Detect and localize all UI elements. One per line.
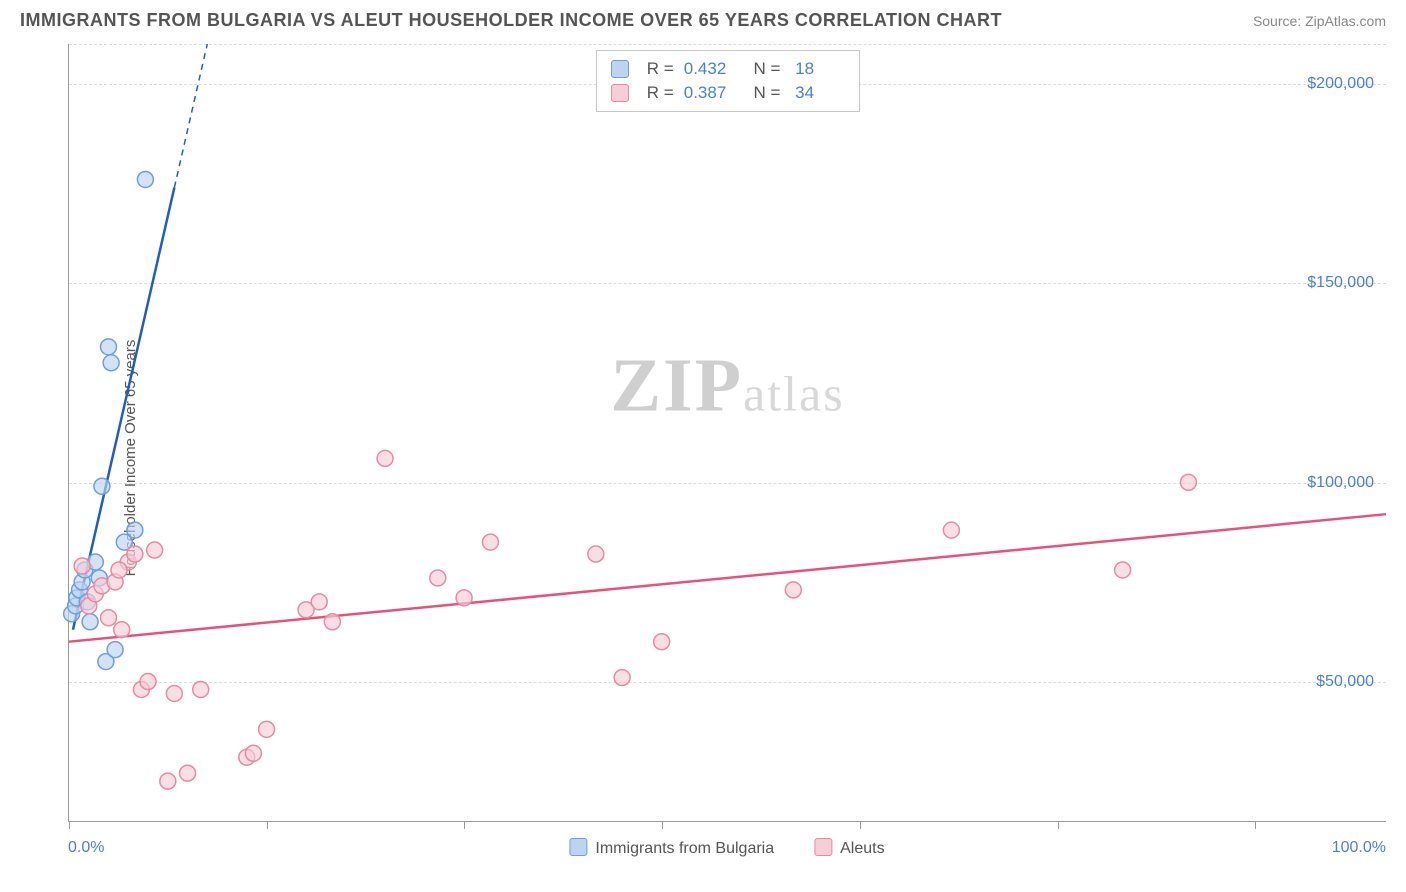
data-point	[377, 450, 393, 466]
data-point	[785, 582, 801, 598]
stats-n-label: N =	[749, 59, 781, 79]
x-tick	[662, 821, 663, 829]
legend-label: Aleuts	[840, 840, 884, 857]
data-point	[324, 614, 340, 630]
x-legend: Immigrants from Bulgaria Aleuts	[569, 838, 884, 858]
chart-title: IMMIGRANTS FROM BULGARIA VS ALEUT HOUSEH…	[20, 10, 1002, 31]
x-min-label: 0.0%	[68, 839, 104, 857]
scatter-svg	[69, 44, 1386, 821]
data-point	[101, 610, 117, 626]
data-point	[311, 594, 327, 610]
data-point	[588, 546, 604, 562]
x-max-label: 100.0%	[1332, 839, 1386, 857]
stats-n-value: 34	[790, 83, 845, 103]
data-point	[127, 522, 143, 538]
trend-line	[69, 514, 1386, 642]
stats-row: R = 0.387 N = 34	[611, 81, 846, 105]
data-point	[943, 522, 959, 538]
source-label: Source: ZipAtlas.com	[1253, 13, 1386, 29]
data-point	[103, 355, 119, 371]
x-axis-row: 0.0% Immigrants from Bulgaria Aleuts 100.…	[68, 834, 1386, 862]
x-tick	[1255, 821, 1256, 829]
stats-n-label: N =	[749, 83, 781, 103]
stats-r-value: 0.432	[684, 59, 739, 79]
legend-item: Immigrants from Bulgaria	[569, 838, 774, 858]
trend-line-dashed	[174, 44, 207, 188]
data-point	[193, 682, 209, 698]
stats-r-value: 0.387	[684, 83, 739, 103]
data-point	[166, 686, 182, 702]
swatch-icon	[814, 838, 832, 856]
x-tick	[1058, 821, 1059, 829]
swatch-icon	[569, 838, 587, 856]
data-point	[101, 339, 117, 355]
stats-n-value: 18	[790, 59, 845, 79]
data-point	[430, 570, 446, 586]
data-point	[140, 674, 156, 690]
x-tick	[860, 821, 861, 829]
x-tick	[267, 821, 268, 829]
plot-region: $50,000$100,000$150,000$200,000 ZIPatlas…	[68, 44, 1386, 822]
stats-r-label: R =	[647, 59, 674, 79]
stats-r-label: R =	[647, 83, 674, 103]
header: IMMIGRANTS FROM BULGARIA VS ALEUT HOUSEH…	[0, 0, 1406, 39]
data-point	[127, 546, 143, 562]
data-point	[160, 773, 176, 789]
data-point	[1115, 562, 1131, 578]
data-point	[137, 171, 153, 187]
data-point	[482, 534, 498, 550]
data-point	[654, 634, 670, 650]
x-tick	[464, 821, 465, 829]
chart-area: Householder Income Over 65 years $50,000…	[20, 44, 1386, 872]
data-point	[614, 670, 630, 686]
data-point	[245, 745, 261, 761]
data-point	[180, 765, 196, 781]
data-point	[74, 558, 90, 574]
stats-legend-box: R = 0.432 N = 18R = 0.387 N = 34	[596, 50, 861, 112]
data-point	[259, 721, 275, 737]
legend-item: Aleuts	[814, 838, 884, 858]
swatch-icon	[611, 84, 629, 102]
data-point	[1180, 474, 1196, 490]
legend-label: Immigrants from Bulgaria	[595, 840, 774, 857]
data-point	[456, 590, 472, 606]
data-point	[82, 614, 98, 630]
data-point	[114, 622, 130, 638]
data-point	[94, 478, 110, 494]
data-point	[111, 562, 127, 578]
data-point	[147, 542, 163, 558]
data-point	[107, 642, 123, 658]
swatch-icon	[611, 60, 629, 78]
stats-row: R = 0.432 N = 18	[611, 57, 846, 81]
x-tick	[69, 821, 70, 829]
